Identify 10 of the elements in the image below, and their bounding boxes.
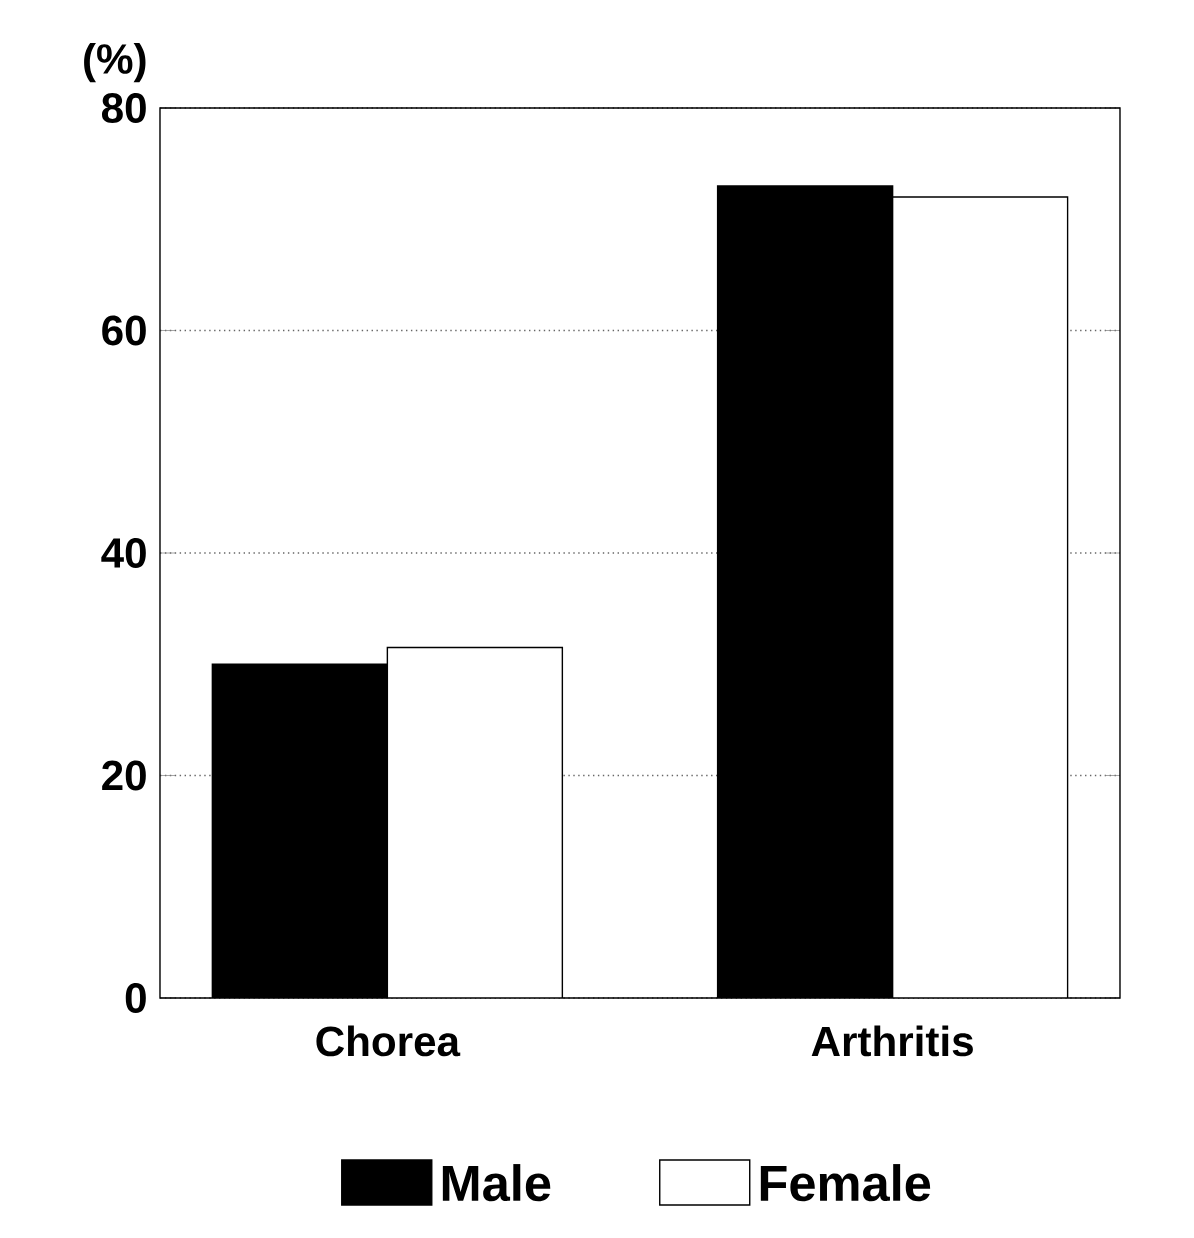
x-tick-label: Arthritis (811, 1025, 973, 1057)
legend-label: Male (442, 1164, 551, 1202)
y-axis-title: (%) (84, 42, 146, 83)
y-tick-label: 80 (101, 93, 146, 123)
y-tick-label: 20 (102, 760, 146, 791)
y-tick-label: 0 (125, 983, 146, 1013)
legend-label: Female (760, 1164, 931, 1202)
y-tick-label: 60 (102, 315, 146, 346)
x-tick-label: Chorea (316, 1025, 461, 1057)
y-tick-label: 40 (101, 538, 146, 568)
